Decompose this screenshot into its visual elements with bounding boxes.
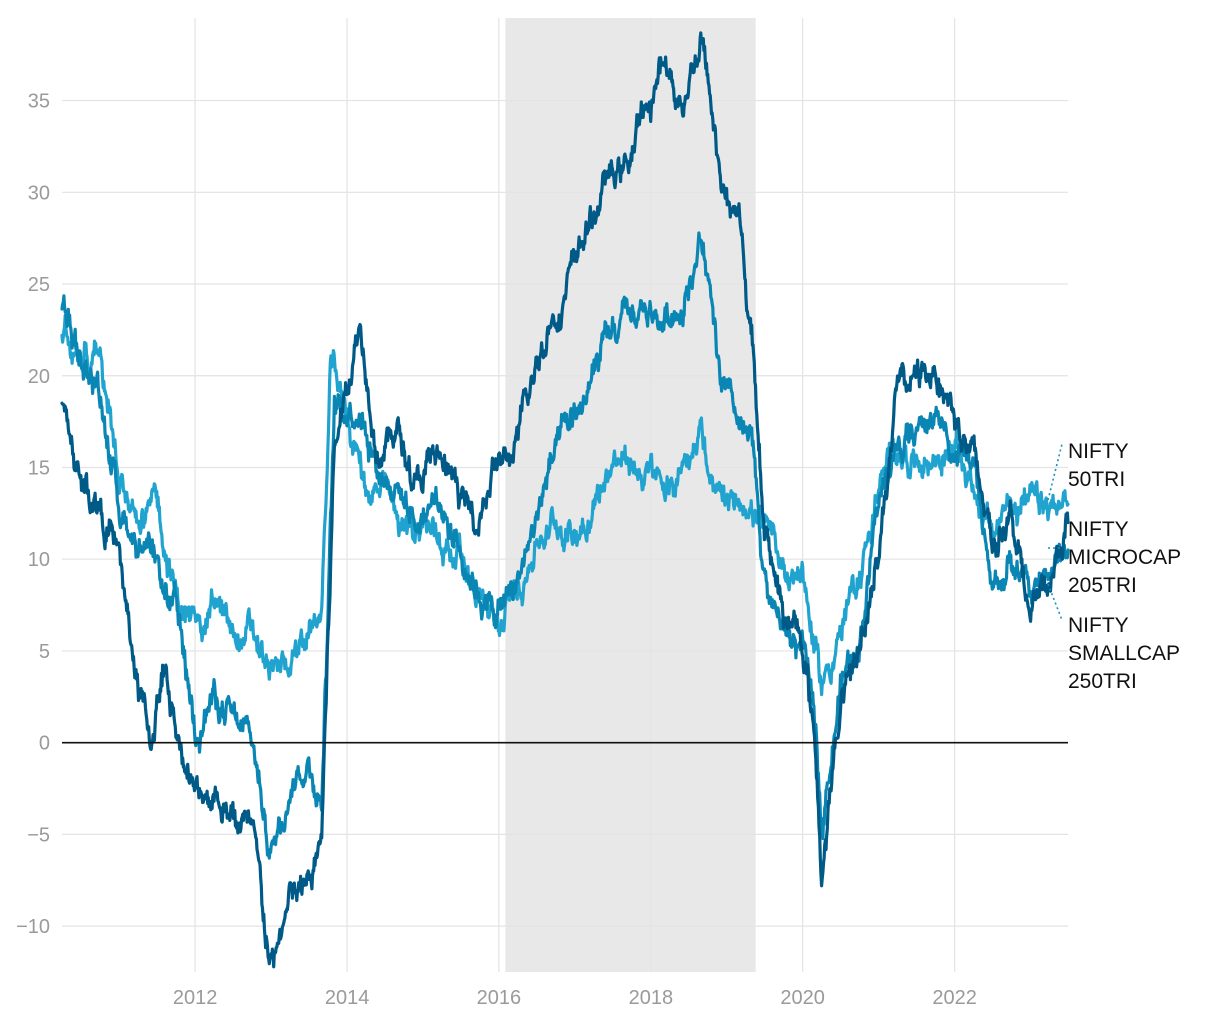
shaded-region-layer: [505, 18, 756, 972]
y-tick-label: 5: [39, 641, 50, 663]
y-tick-label: −5: [27, 824, 50, 846]
series-label-line: 205TRI: [1068, 574, 1137, 597]
series-label-line: MICROCAP: [1068, 546, 1181, 569]
x-tick-label: 2016: [477, 987, 522, 1009]
axis-label-layer: −10 −5 0 5 10 15 20 25 30 35 2012 2014 2016 2018 2020 2…: [16, 91, 977, 1009]
series-label-line: 250TRI: [1068, 670, 1137, 693]
series-label: NIFTY MICROCAP 205TRI: [1068, 518, 1181, 597]
series-label-line: SMALLCAP: [1068, 642, 1180, 665]
series-label-line: 50TRI: [1068, 468, 1125, 491]
series-label: NIFTY 50TRI: [1068, 440, 1129, 491]
x-tick-label: 2018: [629, 987, 674, 1009]
series-line-2: [60, 231, 1070, 860]
y-tick-label: 15: [28, 457, 50, 479]
y-tick-label: 0: [39, 733, 50, 755]
series-label: NIFTY SMALLCAP 250TRI: [1068, 614, 1180, 693]
y-tick-label: 20: [28, 366, 50, 388]
x-tick-label: 2022: [932, 987, 977, 1009]
y-tick-label: 35: [28, 91, 50, 113]
series-label-layer: NIFTY 50TRI NIFTY MICROCAP 205TRI NIFTY SMALLC…: [1047, 440, 1181, 693]
x-tick-label: 2012: [173, 987, 218, 1009]
series-label-line: NIFTY: [1068, 440, 1129, 463]
series-line-1: [60, 31, 1070, 969]
y-tick-label: −10: [16, 916, 50, 938]
y-tick-label: 10: [28, 549, 50, 571]
y-tick-label: 25: [28, 274, 50, 296]
series-layer: [60, 31, 1070, 969]
series-label-line: NIFTY: [1068, 614, 1129, 637]
x-tick-label: 2014: [325, 987, 370, 1009]
shaded-region: [505, 18, 756, 972]
y-tick-label: 30: [28, 182, 50, 204]
x-tick-label: 2020: [780, 987, 825, 1009]
series-label-line: NIFTY: [1068, 518, 1129, 541]
series-label-leader: [1047, 583, 1063, 621]
